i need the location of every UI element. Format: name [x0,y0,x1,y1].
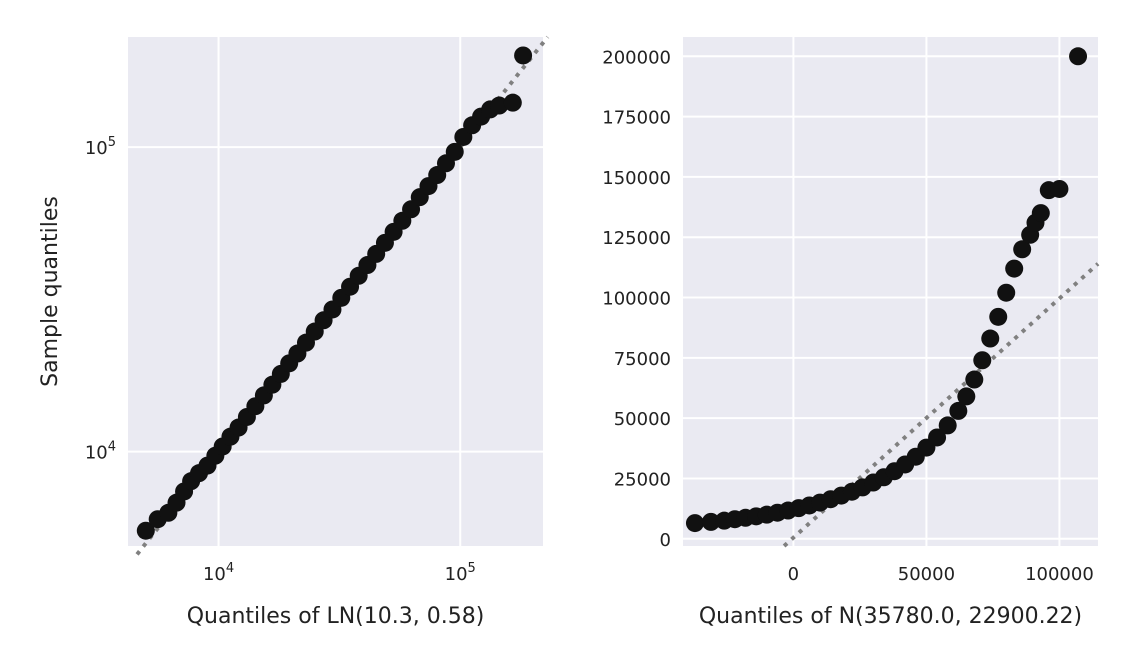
y-tick-label-exponent: 4 [108,440,116,455]
y-tick-label: 0 [660,530,671,551]
data-point [965,370,984,389]
data-point [981,329,1000,348]
y-tick-label-base: 10 [85,443,108,464]
data-point [1031,204,1050,223]
data-point [136,521,155,540]
y-tick-label: 150000 [602,168,671,189]
y-tick-label: 100000 [602,289,671,310]
x-tick-label: 0 [788,564,799,585]
data-point [1069,47,1088,66]
data-point [445,142,464,161]
x-axis-label-right: Quantiles of N(35780.0, 22900.22) [699,604,1082,629]
x-tick-label-base: 10 [445,564,468,585]
x-tick-label-exponent: 4 [226,561,234,576]
plot-area-right [683,37,1098,546]
data-point [997,283,1016,302]
x-tick-label: 104 [203,561,234,585]
tick-labels-right: 0 50000 100000 0 25000 50000 75000 100000 125000… [602,47,1094,585]
data-points-right [685,47,1088,533]
data-point [1013,240,1032,259]
y-tick-label: 50000 [614,409,671,430]
y-tick-label: 105 [85,135,116,159]
y-tick-label: 104 [85,440,116,464]
x-tick-label: 50000 [898,564,955,585]
data-point [949,401,968,420]
data-point [989,307,1008,326]
data-point [514,46,533,65]
x-tick-label-base: 10 [203,564,226,585]
gridlines-right [683,37,1098,546]
y-tick-label: 200000 [602,47,671,68]
data-point [685,514,704,533]
y-tick-label: 25000 [614,469,671,490]
data-point [503,93,522,112]
x-tick-label-exponent: 5 [468,561,476,576]
data-point [938,416,957,435]
x-tick-label: 105 [445,561,476,585]
data-point [957,387,976,406]
data-point [928,428,947,447]
y-axis-label-left: Sample quantiles [38,196,63,387]
data-point [973,351,992,370]
y-tick-label: 125000 [602,228,671,249]
x-axis-label-left: Quantiles of LN(10.3, 0.58) [187,604,485,629]
y-tick-label: 75000 [614,349,671,370]
data-point [490,96,509,115]
y-tick-label: 175000 [602,108,671,129]
data-point [1050,179,1069,198]
data-points-left [136,46,533,540]
qq-plot-normal: 0 50000 100000 0 25000 50000 75000 100000 125000… [602,37,1100,629]
x-tick-label: 100000 [1025,564,1094,585]
y-tick-label-base: 10 [85,138,108,159]
data-point [1005,259,1024,278]
y-tick-label-exponent: 5 [108,135,116,150]
data-point [701,512,720,531]
